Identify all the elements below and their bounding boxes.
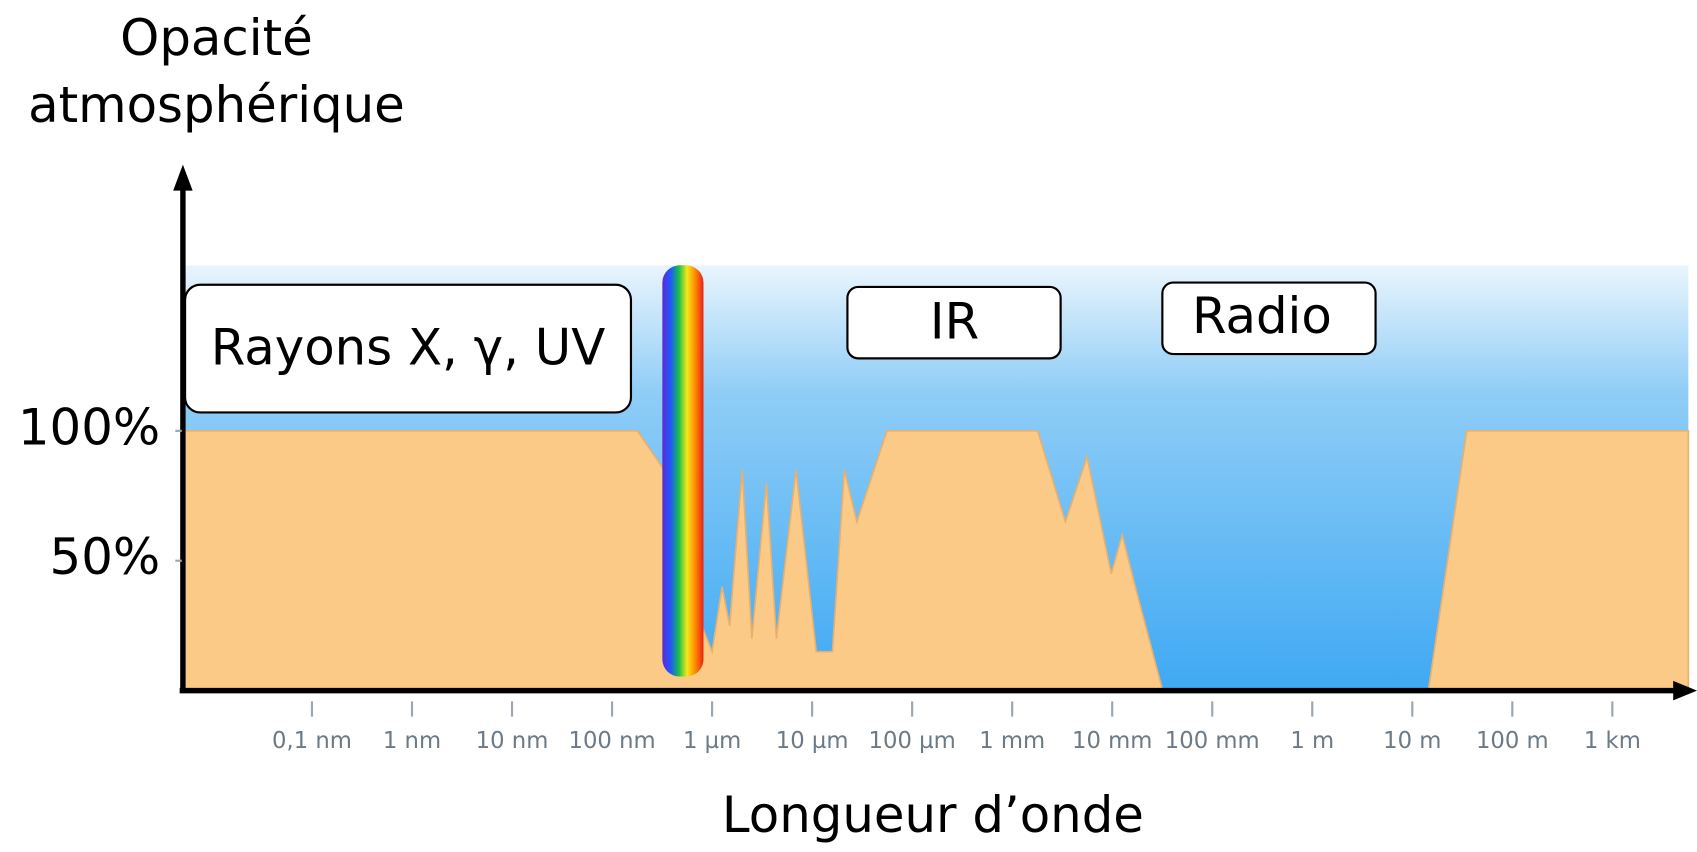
x-axis-label: Longueur d’onde (722, 786, 1144, 844)
y-tick-label: 50% (50, 528, 161, 586)
x-tick-label: 100 m (1476, 728, 1549, 754)
x-tick-label: 1 µm (683, 728, 741, 754)
x-tick-label: 100 µm (869, 728, 956, 754)
x-tick-label: 100 mm (1165, 728, 1260, 754)
y-axis-label: Opacité (120, 9, 313, 67)
annotation: Radio (1192, 287, 1332, 345)
annotation: Rayons X, γ, UV (211, 318, 605, 376)
x-tick-label: 10 µm (776, 728, 849, 754)
y-axis-arrow (173, 164, 193, 191)
x-tick-label: 0,1 nm (272, 728, 352, 754)
x-tick-label: 10 nm (476, 728, 549, 754)
annotation-box (1161, 281, 1377, 356)
x-tick-label: 1 nm (383, 728, 441, 754)
x-axis-arrow (1673, 680, 1697, 701)
opacity-area (181, 430, 1690, 692)
y-axis-label: atmosphérique (28, 76, 405, 134)
visible-spectrum (662, 265, 704, 677)
annotation: IR (930, 292, 979, 350)
x-tick-label: 10 m (1383, 728, 1441, 754)
x-tick-label: 1 mm (979, 728, 1045, 754)
x-tick-label: 1 km (1584, 728, 1641, 754)
y-tick-label: 100% (18, 398, 160, 456)
x-tick-label: 1 m (1290, 728, 1334, 754)
x-tick-label: 100 nm (568, 728, 655, 754)
x-tick-label: 10 mm (1072, 728, 1152, 754)
annotation-box (846, 285, 1062, 360)
